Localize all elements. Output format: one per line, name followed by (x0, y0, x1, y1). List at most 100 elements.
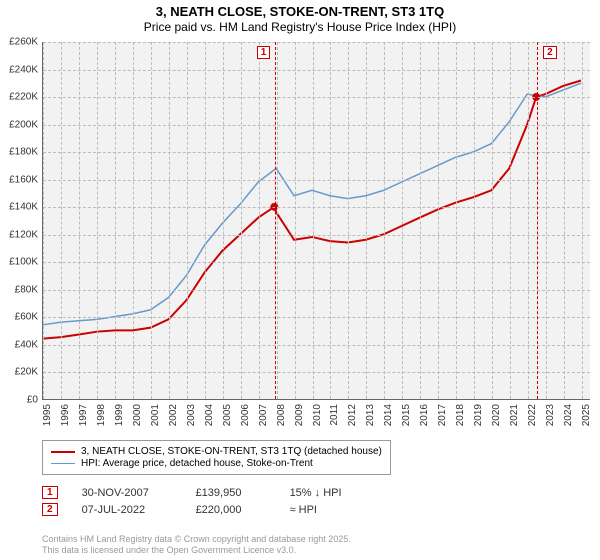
y-tick-label: £60K (15, 312, 38, 323)
x-tick-label: 1996 (60, 404, 71, 426)
legend: 3, NEATH CLOSE, STOKE-ON-TRENT, ST3 1TQ … (42, 440, 391, 475)
event-label: 2 (543, 46, 557, 59)
gridline-h (43, 235, 590, 236)
gridline-v (438, 42, 439, 399)
gridline-v (223, 42, 224, 399)
gridline-h (43, 70, 590, 71)
sales-table: 130-NOV-2007£139,95015% ↓ HPI207-JUL-202… (42, 482, 342, 520)
x-tick-label: 2002 (168, 404, 179, 426)
x-tick-label: 2004 (204, 404, 215, 426)
gridline-v (456, 42, 457, 399)
x-tick-label: 2009 (294, 404, 305, 426)
x-tick-label: 2024 (563, 404, 574, 426)
y-tick-label: £160K (9, 174, 38, 185)
x-tick-label: 2005 (222, 404, 233, 426)
sale-badge: 1 (42, 486, 58, 499)
legend-label: 3, NEATH CLOSE, STOKE-ON-TRENT, ST3 1TQ … (81, 446, 382, 457)
x-tick-label: 2006 (240, 404, 251, 426)
x-tick-label: 2018 (455, 404, 466, 426)
gridline-v (61, 42, 62, 399)
sale-date: 07-JUL-2022 (82, 504, 172, 516)
x-tick-label: 2023 (545, 404, 556, 426)
gridline-v (330, 42, 331, 399)
legend-swatch (51, 451, 75, 453)
x-tick-label: 2014 (383, 404, 394, 426)
x-tick-label: 2021 (509, 404, 520, 426)
gridline-v (115, 42, 116, 399)
x-tick-label: 2010 (312, 404, 323, 426)
gridline-v (384, 42, 385, 399)
gridline-h (43, 42, 590, 43)
footer-line-2: This data is licensed under the Open Gov… (42, 545, 351, 556)
x-tick-label: 2000 (132, 404, 143, 426)
gridline-v (528, 42, 529, 399)
y-tick-label: £260K (9, 37, 38, 48)
gridline-v (420, 42, 421, 399)
sale-date: 30-NOV-2007 (82, 487, 172, 499)
footer-line-1: Contains HM Land Registry data © Crown c… (42, 534, 351, 545)
gridline-v (43, 42, 44, 399)
gridline-h (43, 97, 590, 98)
event-line (275, 42, 276, 399)
gridline-v (546, 42, 547, 399)
x-tick-label: 2008 (276, 404, 287, 426)
gridline-h (43, 207, 590, 208)
legend-label: HPI: Average price, detached house, Stok… (81, 458, 313, 469)
gridline-h (43, 317, 590, 318)
gridline-v (133, 42, 134, 399)
x-tick-label: 2016 (419, 404, 430, 426)
x-tick-label: 1998 (96, 404, 107, 426)
y-tick-label: £180K (9, 147, 38, 158)
x-tick-label: 2019 (473, 404, 484, 426)
y-tick-label: £120K (9, 229, 38, 240)
gridline-v (474, 42, 475, 399)
gridline-v (564, 42, 565, 399)
gridline-v (259, 42, 260, 399)
x-tick-label: 1999 (114, 404, 125, 426)
y-tick-label: £100K (9, 257, 38, 268)
x-tick-label: 2003 (186, 404, 197, 426)
x-tick-label: 2012 (347, 404, 358, 426)
y-tick-label: £20K (15, 367, 38, 378)
event-line (537, 42, 538, 399)
y-tick-label: £40K (15, 339, 38, 350)
gridline-v (510, 42, 511, 399)
x-axis: 1995199619971998199920002001200220032004… (42, 400, 590, 440)
chart-container: 3, NEATH CLOSE, STOKE-ON-TRENT, ST3 1TQ … (0, 0, 600, 560)
x-tick-label: 2022 (527, 404, 538, 426)
y-tick-label: £140K (9, 202, 38, 213)
gridline-v (366, 42, 367, 399)
gridline-v (241, 42, 242, 399)
gridline-v (79, 42, 80, 399)
sale-price: £220,000 (196, 504, 266, 516)
gridline-h (43, 345, 590, 346)
gridline-v (492, 42, 493, 399)
y-tick-label: £200K (9, 119, 38, 130)
gridline-v (205, 42, 206, 399)
gridline-v (169, 42, 170, 399)
x-tick-label: 2007 (258, 404, 269, 426)
x-tick-label: 1995 (42, 404, 53, 426)
event-label: 1 (257, 46, 271, 59)
y-tick-label: £240K (9, 64, 38, 75)
x-tick-label: 2020 (491, 404, 502, 426)
gridline-h (43, 290, 590, 291)
sale-badge: 2 (42, 503, 58, 516)
attribution-footer: Contains HM Land Registry data © Crown c… (42, 534, 351, 556)
y-axis: £0£20K£40K£60K£80K£100K£120K£140K£160K£1… (0, 42, 40, 400)
x-tick-label: 2015 (401, 404, 412, 426)
sale-row: 130-NOV-2007£139,95015% ↓ HPI (42, 486, 342, 499)
chart-title-sub: Price paid vs. HM Land Registry's House … (0, 20, 600, 34)
gridline-h (43, 372, 590, 373)
chart-title-address: 3, NEATH CLOSE, STOKE-ON-TRENT, ST3 1TQ (0, 4, 600, 19)
y-tick-label: £0 (27, 395, 38, 406)
gridline-h (43, 125, 590, 126)
gridline-h (43, 152, 590, 153)
gridline-v (97, 42, 98, 399)
y-tick-label: £220K (9, 92, 38, 103)
x-tick-label: 2001 (150, 404, 161, 426)
x-tick-label: 2017 (437, 404, 448, 426)
gridline-h (43, 180, 590, 181)
title-block: 3, NEATH CLOSE, STOKE-ON-TRENT, ST3 1TQ … (0, 0, 600, 34)
gridline-v (295, 42, 296, 399)
